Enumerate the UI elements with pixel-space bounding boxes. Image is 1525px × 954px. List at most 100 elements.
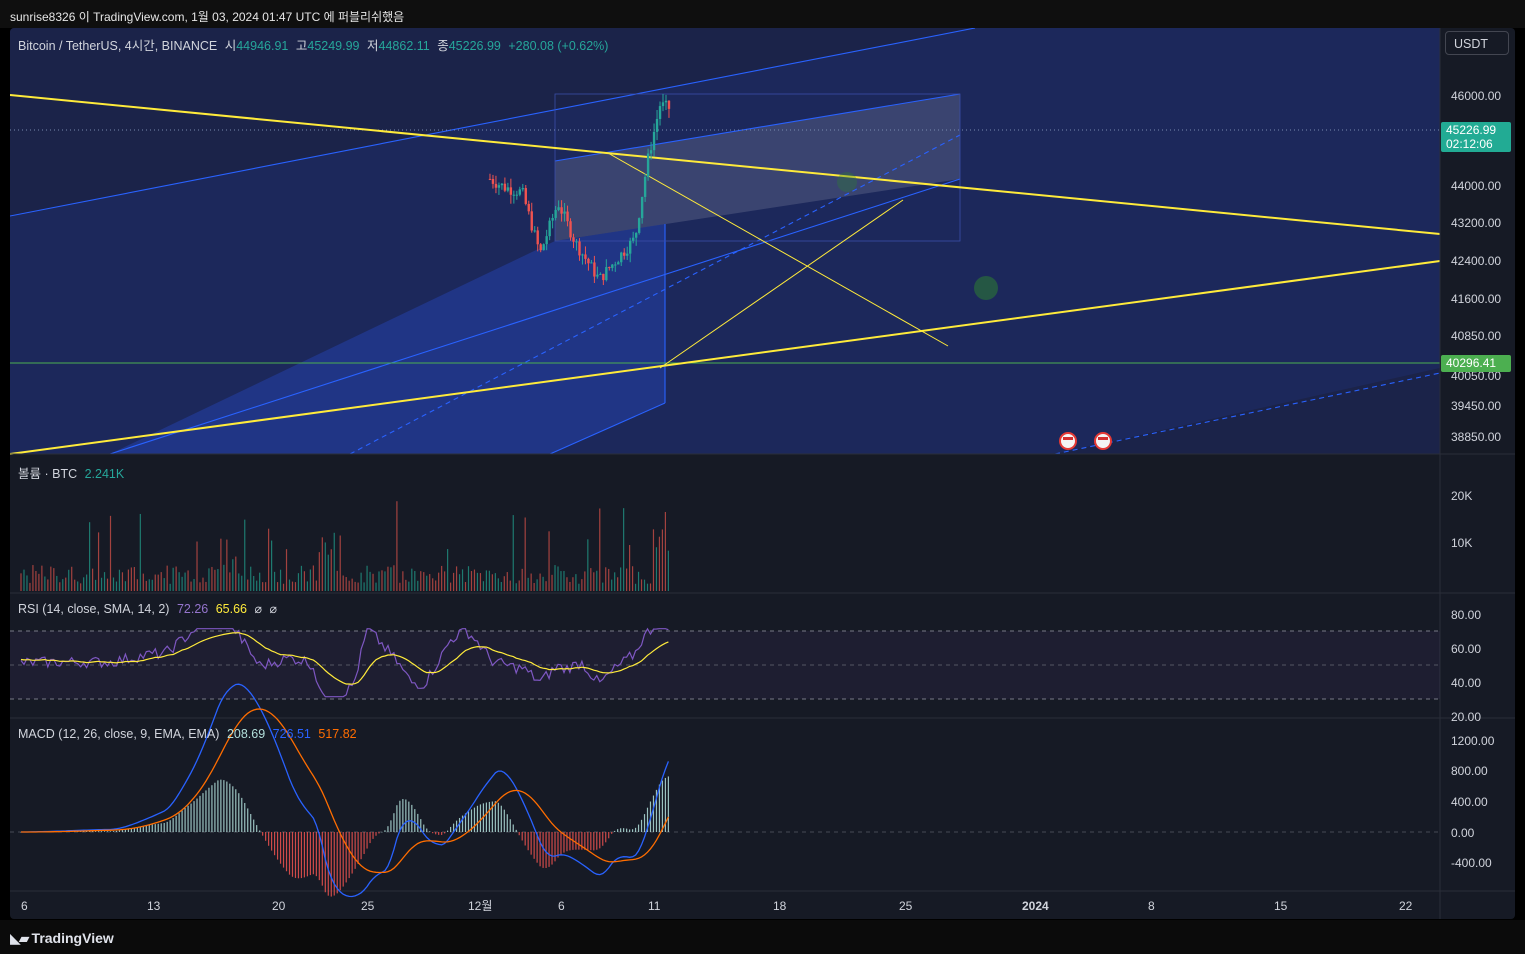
macd-hist-bar	[288, 832, 291, 875]
macd-hist-bar	[626, 828, 628, 832]
volume-bar	[217, 569, 219, 591]
candle-body	[637, 218, 641, 233]
macd-hist-bar	[259, 830, 261, 832]
volume-bar	[223, 564, 225, 591]
rsi-axis[interactable]: 80.00 60.00 40.00 20.00	[1451, 608, 1481, 724]
macd-hist-bar	[294, 832, 297, 878]
macd-hist-bar	[664, 777, 666, 832]
us-flag-stripes-icon	[1098, 437, 1108, 440]
level-price-tag: 40296.41	[1441, 355, 1511, 372]
volume-bar	[32, 565, 34, 591]
macd-hist-bar	[178, 813, 180, 832]
volume-legend[interactable]: 볼륨 · BTC 2.241K	[18, 463, 124, 482]
volume-bar	[330, 549, 332, 591]
tradingview-logo[interactable]: ◣▰ TradingView	[10, 930, 114, 947]
candle-body	[652, 131, 656, 151]
macd-hist-bar	[124, 829, 127, 832]
macd-hist-bar	[438, 832, 440, 835]
chart-canvas[interactable]: 46000.00 44000.00 43200.00 42400.00 41600.00…	[10, 28, 1515, 919]
macd-hist-bar	[217, 780, 219, 832]
volume-bar	[506, 572, 508, 591]
volume-bar	[485, 570, 487, 591]
macd-hist-bar	[491, 801, 493, 832]
macd-hist-bar	[244, 803, 246, 832]
event-flags[interactable]	[1059, 432, 1112, 450]
volume-bar	[450, 582, 452, 591]
candle-body	[664, 100, 668, 103]
volume-bar	[488, 570, 490, 591]
time-tick-label: 6	[21, 899, 28, 913]
rsi-title: RSI (14, close, SMA, 14, 2)	[18, 602, 170, 616]
us-flag-icon[interactable]	[1094, 432, 1112, 450]
volume-bar	[435, 580, 437, 591]
macd-hist-bar	[163, 822, 165, 832]
candle-body	[602, 273, 605, 281]
macd-hist-bar	[223, 780, 225, 832]
price-tick-label: 40050.00	[1451, 369, 1501, 383]
volume-axis[interactable]: 20K 10K	[1451, 489, 1472, 550]
volume-bar	[184, 572, 186, 591]
macd-hist-bar	[488, 801, 490, 832]
time-axis[interactable]: 6 13 20 25 12월 6 11 18 25 2024 8 15 22	[21, 899, 1413, 913]
volume-bar	[631, 566, 634, 591]
macd-hist-bar	[452, 823, 455, 832]
macd-hist-bar	[611, 832, 613, 834]
volume-bar	[315, 580, 317, 591]
macd-axis[interactable]: 1200.00 800.00 400.00 0.00 -400.00	[1451, 734, 1495, 870]
candle-body	[506, 187, 510, 191]
rsi-legend[interactable]: RSI (14, close, SMA, 14, 2) 72.26 65.66 …	[18, 601, 277, 616]
candle-body	[611, 264, 614, 268]
candle-body	[524, 188, 527, 204]
rsi-extra-1: ⌀	[254, 602, 262, 616]
candle-body	[542, 244, 545, 251]
macd-hist-bar	[414, 809, 416, 832]
volume-bar	[342, 575, 344, 591]
macd-hist-bar	[429, 831, 431, 832]
volume-bar	[464, 582, 467, 591]
macd-legend[interactable]: MACD (12, 26, close, 9, EMA, EMA) 208.69…	[18, 727, 357, 741]
macd-hist-bar	[318, 832, 320, 881]
thin-trendline-a	[607, 152, 949, 347]
macd-hist-bar	[384, 830, 386, 832]
outer-channel-bottom	[1054, 372, 1441, 455]
macd-hist-bar	[250, 813, 252, 832]
macd-hist-bar	[500, 805, 502, 832]
volume-bar	[169, 583, 171, 591]
macd-hist-bar	[596, 832, 598, 850]
volume-bar	[47, 579, 49, 591]
symbol-legend[interactable]: Bitcoin / TetherUS, 4시간, BINANCE 시44946.…	[18, 35, 608, 54]
volume-bar	[94, 579, 97, 591]
currency-button[interactable]: USDT	[1445, 31, 1509, 55]
macd-hist-bar	[366, 832, 368, 849]
macd-hist-bar	[420, 819, 422, 832]
high-marker-circle	[837, 172, 857, 192]
macd-value: 726.51	[272, 727, 311, 741]
macd-hist-bar	[614, 830, 616, 832]
volume-bar	[276, 582, 279, 591]
price-axis[interactable]: 46000.00 44000.00 43200.00 42400.00 41600.00…	[1451, 89, 1501, 444]
volume-bar	[634, 583, 637, 591]
candle-body	[548, 220, 551, 237]
volume-bar	[432, 578, 434, 591]
macd-hist-bar	[348, 832, 350, 879]
macd-hist-bar	[530, 832, 532, 855]
volume-bar	[339, 535, 341, 591]
macd-hist-bar	[229, 783, 231, 832]
macd-hist-bar	[282, 832, 285, 868]
macd-hist-bar	[557, 832, 559, 858]
macd-hist-bar	[584, 832, 586, 850]
candle-body	[593, 262, 596, 277]
macd-hist-bar	[608, 832, 610, 839]
time-tick-label: 25	[361, 899, 375, 913]
low-label: 저	[367, 39, 379, 53]
candle-body	[551, 217, 554, 221]
macd-hist-bar	[175, 815, 177, 832]
candle-body	[554, 209, 557, 218]
us-flag-icon[interactable]	[1059, 432, 1077, 450]
volume-bar	[29, 582, 31, 591]
candle-body	[643, 176, 647, 197]
volume-bar	[151, 579, 153, 591]
time-tick-label: 12월	[468, 899, 492, 913]
symbol-name[interactable]: Bitcoin / TetherUS, 4시간, BINANCE	[18, 39, 218, 53]
